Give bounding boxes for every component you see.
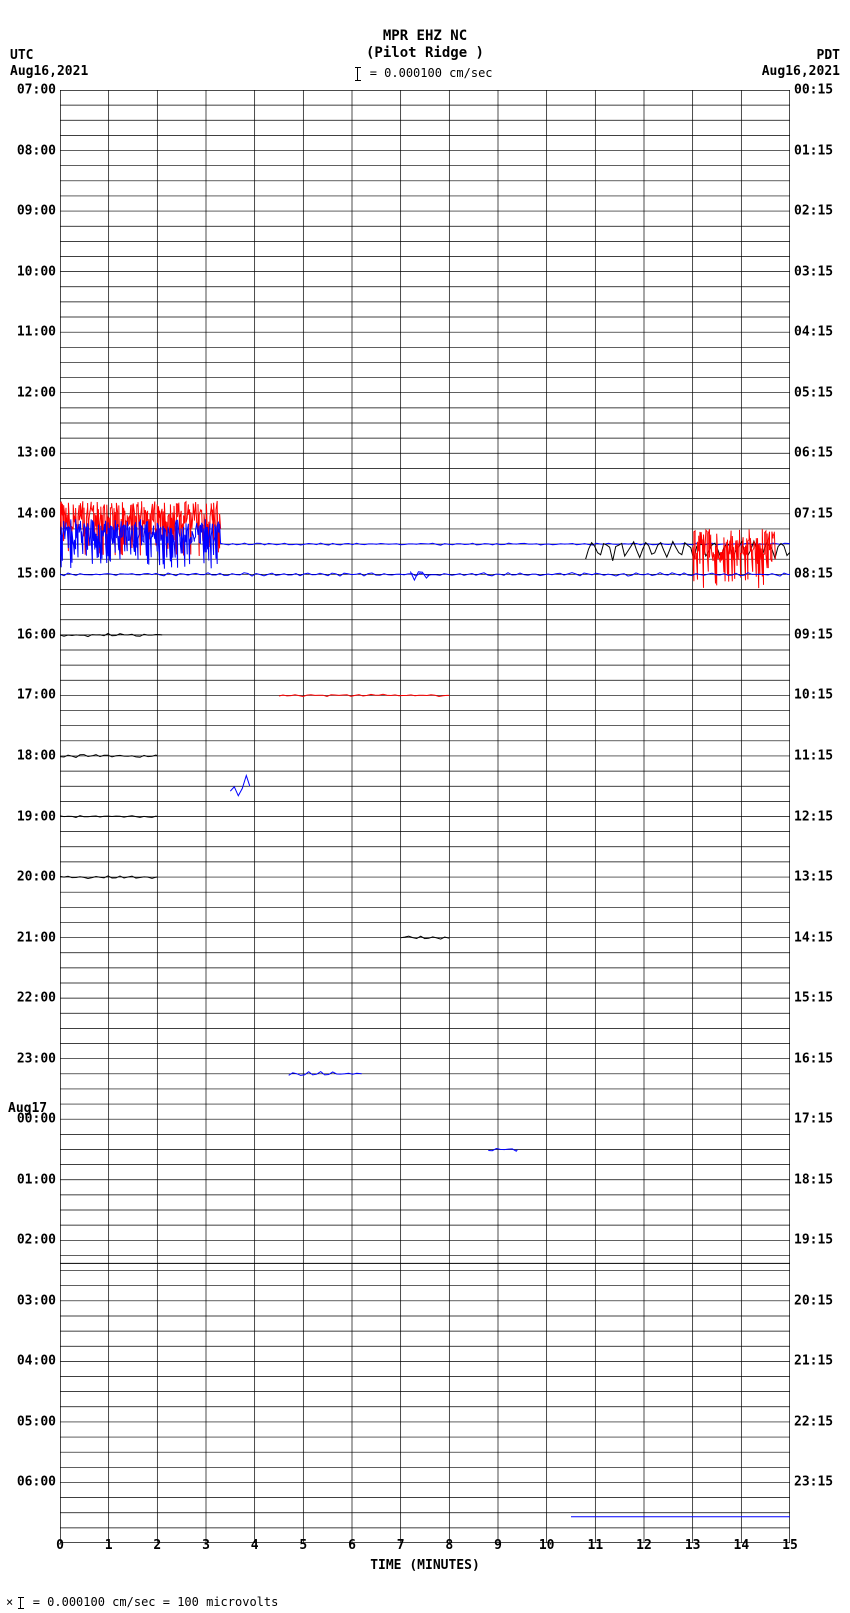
- scale-text: = 0.000100 cm/sec: [370, 66, 493, 80]
- left-hour-label: 05:00: [17, 1414, 56, 1429]
- left-hour-label: 03:00: [17, 1293, 56, 1308]
- left-hour-label: 21:00: [17, 930, 56, 945]
- x-tick: 15: [782, 1538, 798, 1553]
- chart-header: MPR EHZ NC (Pilot Ridge ): [0, 28, 850, 62]
- right-hour-label: 09:15: [794, 627, 833, 642]
- right-hour-label: 04:15: [794, 325, 833, 340]
- x-tick: 13: [685, 1538, 701, 1553]
- left-hour-label: 09:00: [17, 204, 56, 219]
- right-hour-label: 15:15: [794, 991, 833, 1006]
- x-tick: 11: [588, 1538, 604, 1553]
- x-tick: 12: [636, 1538, 652, 1553]
- x-tick: 9: [494, 1538, 502, 1553]
- left-date: Aug16,2021: [10, 64, 88, 80]
- right-hour-label: 22:15: [794, 1414, 833, 1429]
- left-hour-label: 06:00: [17, 1475, 56, 1490]
- footer-scale: × = 0.000100 cm/sec = 100 microvolts: [6, 1595, 278, 1609]
- x-tick: 14: [734, 1538, 750, 1553]
- left-hour-label: 14:00: [17, 506, 56, 521]
- right-hour-label: 21:15: [794, 1354, 833, 1369]
- right-hour-label: 02:15: [794, 204, 833, 219]
- right-hour-label: 12:15: [794, 809, 833, 824]
- right-timezone-block: PDT Aug16,2021: [762, 48, 840, 79]
- right-hour-label: 16:15: [794, 1051, 833, 1066]
- x-tick: 2: [153, 1538, 161, 1553]
- x-axis-label: TIME (MINUTES): [60, 1558, 790, 1573]
- x-tick: 1: [105, 1538, 113, 1553]
- seismogram-container: MPR EHZ NC (Pilot Ridge ) = 0.000100 cm/…: [0, 0, 850, 1613]
- right-hour-label: 10:15: [794, 688, 833, 703]
- right-hour-label: 00:15: [794, 83, 833, 98]
- right-hour-label: 03:15: [794, 264, 833, 279]
- right-hour-label: 11:15: [794, 748, 833, 763]
- right-hour-label: 01:15: [794, 143, 833, 158]
- right-hour-label: 08:15: [794, 567, 833, 582]
- left-hour-label: 22:00: [17, 991, 56, 1006]
- left-hour-label: 12:00: [17, 385, 56, 400]
- left-tz-label: UTC: [10, 48, 88, 64]
- left-hour-label: 01:00: [17, 1172, 56, 1187]
- chart-area: [60, 90, 790, 1543]
- seismogram-plot: [60, 90, 790, 1543]
- x-tick: 6: [348, 1538, 356, 1553]
- left-hour-label: 18:00: [17, 748, 56, 763]
- left-hour-label: 07:00: [17, 83, 56, 98]
- left-hour-label: 13:00: [17, 446, 56, 461]
- right-hour-label: 06:15: [794, 446, 833, 461]
- left-hour-label: 11:00: [17, 325, 56, 340]
- right-hour-label: 05:15: [794, 385, 833, 400]
- right-hour-label: 20:15: [794, 1293, 833, 1308]
- station-code: MPR EHZ NC: [0, 28, 850, 45]
- left-hour-label: 04:00: [17, 1354, 56, 1369]
- right-date: Aug16,2021: [762, 64, 840, 80]
- left-hour-label: 08:00: [17, 143, 56, 158]
- footer-text: = 0.000100 cm/sec = 100 microvolts: [33, 1595, 279, 1609]
- left-hour-label: 10:00: [17, 264, 56, 279]
- right-hour-label: 19:15: [794, 1233, 833, 1248]
- x-tick: 5: [299, 1538, 307, 1553]
- left-hour-label: 16:00: [17, 627, 56, 642]
- x-tick: 10: [539, 1538, 555, 1553]
- left-hour-label: 19:00: [17, 809, 56, 824]
- right-hour-label: 17:15: [794, 1112, 833, 1127]
- right-hour-label: 23:15: [794, 1475, 833, 1490]
- x-tick: 4: [251, 1538, 259, 1553]
- left-hour-label: 02:00: [17, 1233, 56, 1248]
- x-tick: 7: [397, 1538, 405, 1553]
- date-break-label: Aug17: [8, 1101, 47, 1116]
- scale-note: = 0.000100 cm/sec: [0, 66, 850, 81]
- x-tick: 3: [202, 1538, 210, 1553]
- left-hour-label: 23:00: [17, 1051, 56, 1066]
- right-tz-label: PDT: [762, 48, 840, 64]
- right-hour-label: 07:15: [794, 506, 833, 521]
- footer-prefix: ×: [6, 1595, 13, 1609]
- x-tick: 0: [56, 1538, 64, 1553]
- station-location: (Pilot Ridge ): [0, 45, 850, 62]
- right-hour-label: 14:15: [794, 930, 833, 945]
- left-hour-label: 17:00: [17, 688, 56, 703]
- right-hour-label: 13:15: [794, 870, 833, 885]
- left-hour-label: 15:00: [17, 567, 56, 582]
- x-tick: 8: [445, 1538, 453, 1553]
- left-hour-label: 20:00: [17, 870, 56, 885]
- scale-bar-icon: [357, 67, 358, 81]
- left-timezone-block: UTC Aug16,2021: [10, 48, 88, 79]
- right-hour-label: 18:15: [794, 1172, 833, 1187]
- x-tick-labels: 0123456789101112131415: [60, 1538, 790, 1558]
- scale-bar-icon: [20, 1597, 21, 1609]
